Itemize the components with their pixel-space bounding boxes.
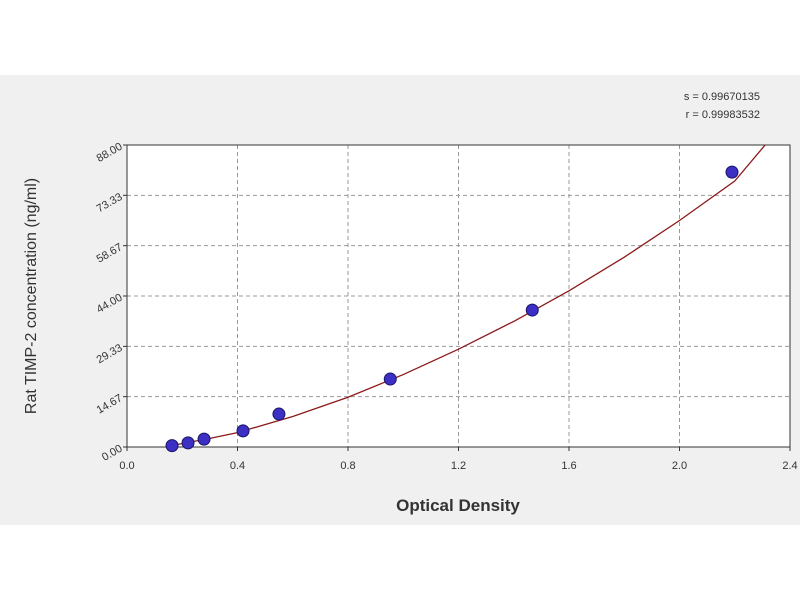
data-point [525, 303, 539, 317]
x-tick-label: 2.4 [782, 460, 797, 472]
x-tick-label: 1.2 [451, 460, 466, 472]
data-point [725, 165, 739, 179]
plot-border [126, 144, 791, 448]
data-point [383, 372, 397, 386]
x-tick-label: 0.8 [340, 460, 355, 472]
y-axis-title: Rat TIMP-2 concentration (ng/ml) [23, 178, 40, 414]
data-point [236, 424, 250, 438]
annotation: r = 0.99983532 [686, 109, 760, 121]
x-tick-label: 0.0 [119, 460, 134, 472]
x-tick-label: 2.0 [672, 460, 687, 472]
x-axis-title: Optical Density [396, 496, 520, 515]
x-tick-label: 1.6 [561, 460, 576, 472]
x-tick-label: 0.4 [230, 460, 245, 472]
annotation: s = 0.99670135 [684, 91, 760, 103]
data-point [197, 432, 211, 446]
data-point [165, 439, 179, 453]
data-point [181, 436, 195, 450]
data-point [272, 407, 286, 421]
